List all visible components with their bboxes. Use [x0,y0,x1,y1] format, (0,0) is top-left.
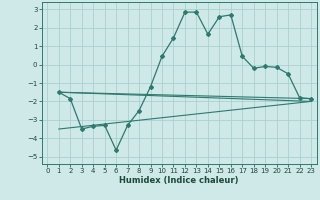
X-axis label: Humidex (Indice chaleur): Humidex (Indice chaleur) [119,176,239,185]
